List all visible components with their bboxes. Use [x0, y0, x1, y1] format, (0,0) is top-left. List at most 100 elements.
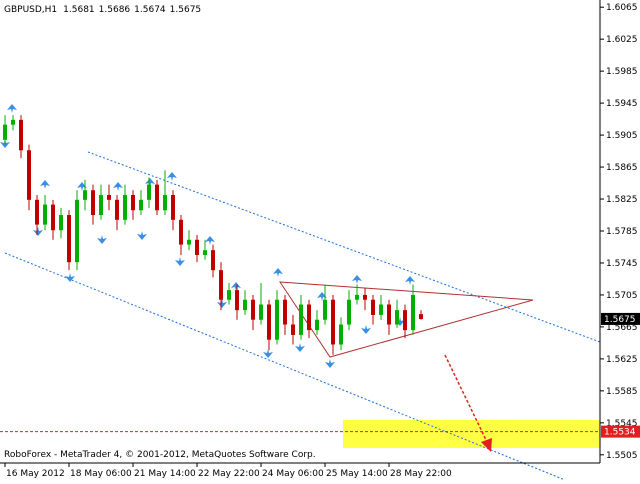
fractal-marker	[77, 182, 87, 191]
candle-body	[339, 324, 343, 345]
overlay	[4, 151, 601, 481]
candle-body	[11, 119, 15, 125]
fractal-marker	[361, 325, 371, 334]
plot	[0, 115, 600, 433]
y-tick-label: 1.5905	[606, 131, 638, 141]
fractal-marker	[317, 292, 327, 301]
candle-body	[219, 270, 223, 300]
fractal-marker	[145, 178, 155, 187]
candle-body	[51, 204, 55, 231]
candle-body	[75, 199, 79, 263]
target-level-label: 1.5534	[604, 428, 636, 438]
candle-body	[387, 304, 391, 325]
candle-body	[187, 239, 191, 245]
fractal-marker	[113, 182, 123, 191]
candle-body	[235, 290, 239, 311]
candle-body	[171, 195, 175, 220]
fractal-marker	[167, 172, 177, 181]
candle-body	[323, 299, 327, 320]
candle-body	[27, 150, 31, 200]
target-zone	[343, 420, 600, 448]
candle-body	[267, 304, 271, 340]
candle-body	[67, 215, 71, 263]
y-tick-label: 1.5545	[606, 419, 638, 429]
candle-body	[299, 304, 303, 335]
candle-body	[107, 195, 111, 200]
candle-body	[419, 314, 423, 319]
y-tick-label: 1.5785	[606, 227, 638, 237]
x-tick-label: 28 May 22:00	[390, 469, 452, 479]
x-tick-label: 24 May 06:00	[262, 469, 324, 479]
y-tick-label: 1.5705	[606, 291, 638, 301]
fractal-marker	[7, 104, 17, 113]
candle-body	[251, 299, 255, 320]
y-tick-label: 1.5625	[606, 355, 638, 365]
candle-body	[211, 250, 215, 271]
current-price-label: 1.5675	[604, 315, 636, 325]
candle-body	[131, 195, 135, 211]
candle-body	[259, 304, 263, 320]
candle-body	[91, 190, 95, 216]
x-tick-label: 22 May 22:00	[198, 469, 260, 479]
candle-body	[411, 294, 415, 331]
candle-body	[395, 310, 399, 325]
candle-body	[355, 294, 359, 300]
candle-body	[227, 290, 231, 300]
fractal-marker	[175, 257, 185, 266]
candle-body	[195, 239, 199, 255]
forecast-arrow-head	[481, 438, 492, 452]
chart-title: GBPUSD,H1 1.5681 1.5686 1.5674 1.5675	[4, 5, 201, 15]
candle-body	[243, 299, 247, 311]
current-price-box	[601, 312, 640, 325]
fractal-marker	[405, 276, 415, 285]
fractal-marker	[295, 343, 305, 352]
y-tick-label: 1.5505	[606, 451, 638, 461]
footer: RoboForex - MetaTrader 4, © 2001-2012, M…	[4, 450, 316, 460]
candle-body	[291, 324, 295, 335]
fractal-marker	[325, 359, 335, 368]
candle-body	[3, 124, 7, 140]
fractal-marker	[395, 317, 405, 326]
y-tick-label: 1.5865	[606, 163, 638, 173]
candle-body	[139, 199, 143, 211]
triangle	[279, 281, 534, 358]
candle-body	[43, 204, 47, 225]
x-tick-label: 21 May 14:00	[134, 469, 196, 479]
fractal-marker	[205, 236, 215, 245]
x-tick-label: 16 May 2012	[6, 469, 65, 479]
candle-body	[35, 199, 39, 225]
fractal-marker	[65, 273, 75, 282]
y-tick-label: 1.5585	[606, 387, 638, 397]
candle-body	[275, 299, 279, 340]
candle-body	[99, 195, 103, 216]
fractal-marker	[137, 231, 147, 240]
candle-body	[163, 195, 167, 211]
candle-body	[379, 304, 383, 315]
forecast-arrow	[444, 354, 489, 445]
fractal-marker	[352, 275, 362, 284]
candle-body	[147, 184, 151, 200]
candle-body	[83, 190, 87, 200]
candle-body	[331, 299, 335, 345]
y-tick-label: 1.5945	[606, 99, 638, 109]
candle-body	[347, 299, 351, 325]
fractal-marker	[231, 282, 241, 291]
channel-upper	[87, 151, 601, 343]
x-tick-label: 18 May 06:00	[70, 469, 132, 479]
y-tick-label: 1.5665	[606, 323, 638, 333]
channel-lower	[4, 252, 566, 481]
y-tick-label: 1.5825	[606, 195, 638, 205]
candle-body	[123, 195, 127, 220]
fractal-marker	[40, 180, 50, 189]
fractal-marker	[217, 299, 227, 308]
candle-body	[155, 184, 159, 211]
fractals	[0, 104, 415, 368]
candle-body	[315, 319, 319, 331]
candle-body	[363, 294, 367, 300]
y-tick-label: 1.5745	[606, 259, 638, 269]
candle-body	[19, 119, 23, 151]
candle-body	[307, 304, 311, 331]
y-tick-label: 1.5985	[606, 67, 638, 77]
